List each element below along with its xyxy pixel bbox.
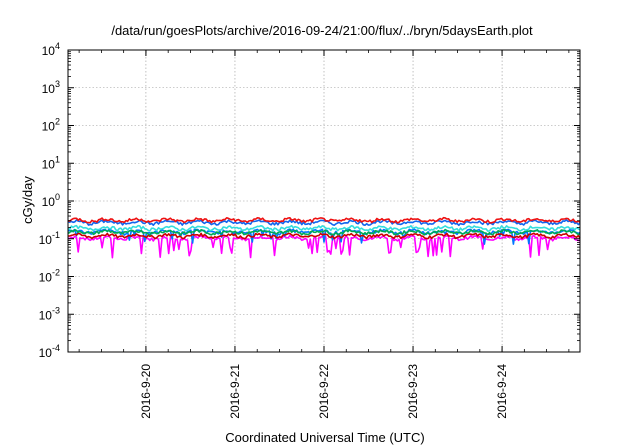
y-tick-label: 10-4 <box>39 343 60 360</box>
y-tick-label: 10-3 <box>39 305 60 322</box>
y-tick-label: 100 <box>42 192 60 209</box>
series-lines <box>67 216 581 259</box>
series-line <box>67 224 581 232</box>
x-axis-label: Coordinated Universal Time (UTC) <box>225 430 424 445</box>
y-tick-label: 10-2 <box>39 268 60 285</box>
y-tick-label: 104 <box>42 41 60 58</box>
chart-title: /data/run/goesPlots/archive/2016-09-24/2… <box>111 23 533 38</box>
x-ticks: 2016-9-20 2016-9-21 2016-9-22 2016-9-23 2016… <box>78 50 570 419</box>
y-tick-label: 10-1 <box>39 230 60 247</box>
series-line <box>67 216 581 224</box>
x-tick-label: 2016-9-20 <box>139 364 153 419</box>
y-tick-label: 102 <box>42 117 60 134</box>
x-tick-label: 2016-9-21 <box>228 364 242 419</box>
grid-lines <box>68 50 580 352</box>
x-tick-label: 2016-9-23 <box>406 364 420 419</box>
y-ticks: 10-4 10-3 10-2 10-1 100 101 102 103 104 <box>39 41 580 360</box>
x-tick-label: 2016-9-24 <box>495 364 509 419</box>
series-line <box>67 232 581 240</box>
series-line <box>67 228 581 236</box>
y-tick-label: 101 <box>42 154 60 171</box>
y-tick-label: 103 <box>42 79 60 96</box>
y-axis-label: cGy/day <box>20 176 35 224</box>
x-tick-label: 2016-9-22 <box>317 364 331 419</box>
